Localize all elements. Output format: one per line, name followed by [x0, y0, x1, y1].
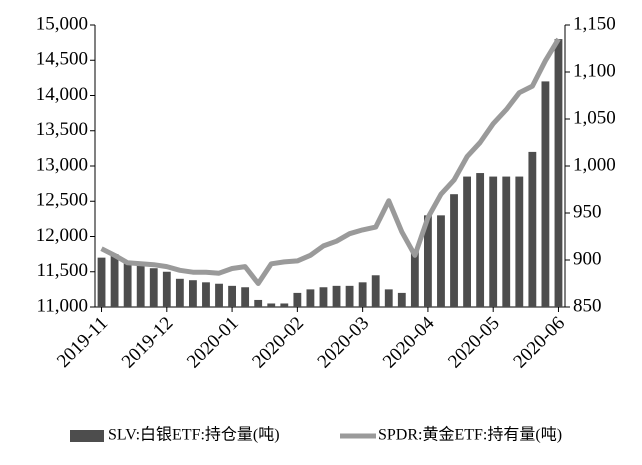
y-tick-label: 14,000: [36, 84, 88, 105]
bar: [424, 215, 432, 307]
bar: [202, 282, 210, 307]
bar: [384, 289, 393, 307]
y-tick-label: 11,000: [36, 295, 88, 316]
bar: [489, 176, 498, 307]
legend-label: SLV:白银ETF:持仓量(吨): [108, 426, 280, 444]
y2-tick-label: 850: [573, 295, 602, 316]
y2-tick-label: 900: [573, 248, 602, 269]
bar: [123, 261, 132, 307]
x-tick-label: 2020-02: [248, 313, 308, 373]
y2-tick-label: 1,100: [573, 60, 616, 81]
bar: [293, 292, 302, 307]
line: [100, 37, 561, 286]
bar: [541, 81, 550, 308]
bar: [358, 282, 367, 307]
x-tick-label: 2020-06: [509, 313, 569, 373]
bar: [97, 257, 106, 307]
x-tick-label: 2020-04: [379, 312, 439, 372]
y2-tick-label: 950: [573, 201, 602, 222]
bar: [136, 264, 145, 307]
y-tick-label: 12,000: [36, 225, 88, 246]
bar: [463, 176, 471, 307]
y-tick-label: 13,000: [36, 154, 88, 175]
bar: [554, 39, 563, 307]
bar: [175, 278, 184, 307]
y2-tick-label: 1,000: [573, 154, 616, 175]
x-tick-label: 2020-01: [183, 313, 243, 373]
bar: [515, 176, 524, 307]
bar: [254, 299, 263, 307]
bar: [162, 271, 171, 307]
bar: [110, 254, 119, 307]
bar: [149, 268, 158, 307]
y-tick-label: 11,500: [36, 260, 88, 281]
bar: [215, 283, 223, 307]
y2-tick-label: 1,050: [573, 107, 616, 128]
bar: [241, 287, 250, 307]
bar: [397, 292, 406, 307]
bar: [228, 285, 236, 307]
y-tick-label: 12,500: [36, 190, 88, 211]
bar: [410, 250, 419, 307]
y2-tick-label: 1,150: [573, 13, 616, 34]
x-tick-label: 2020-03: [314, 313, 374, 373]
bar: [528, 151, 537, 307]
bar: [267, 303, 276, 307]
bar: [306, 289, 315, 307]
bar: [189, 280, 197, 307]
bar: [476, 173, 485, 307]
bar: [319, 287, 328, 307]
bar: [502, 176, 511, 307]
y-tick-label: 15,000: [36, 13, 88, 34]
x-tick-label: 2020-05: [444, 313, 504, 373]
bar: [437, 215, 445, 307]
y-tick-label: 13,500: [36, 119, 88, 140]
bar: [280, 303, 289, 307]
legend-label: SPDR:黄金ETF:持有量(吨): [378, 426, 562, 444]
y-tick-label: 14,500: [36, 49, 88, 70]
bar: [450, 194, 458, 307]
bar: [332, 285, 341, 307]
bar: [371, 275, 380, 307]
legend-swatch: [70, 430, 104, 442]
x-tick-label: 2019-12: [118, 313, 178, 373]
x-tick-label: 2019-11: [53, 313, 112, 372]
bar: [345, 285, 354, 307]
